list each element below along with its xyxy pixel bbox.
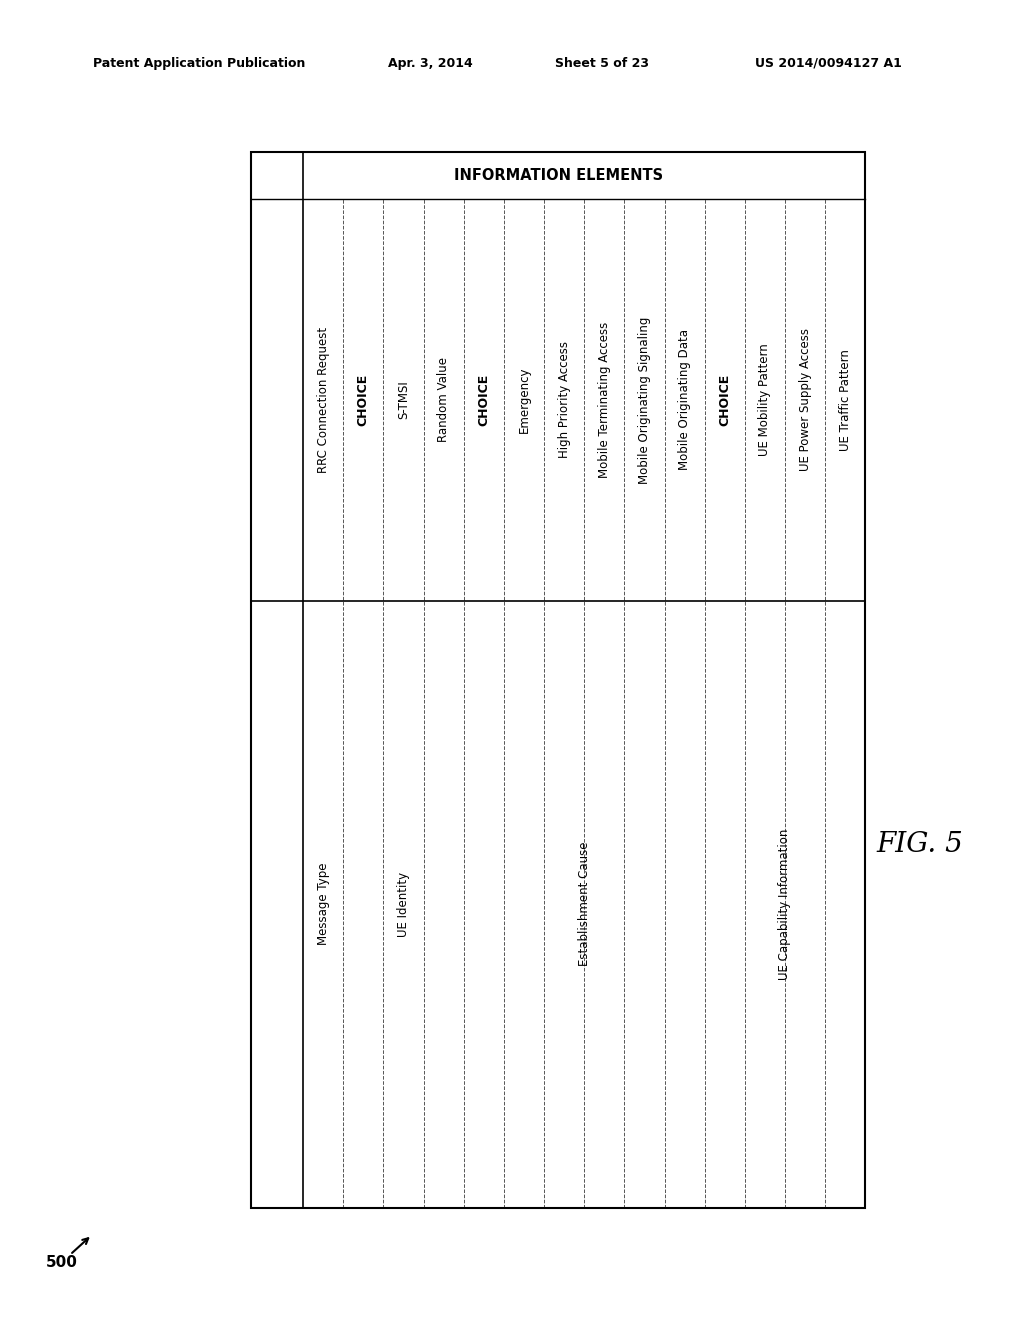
Text: Establishment Cause: Establishment Cause: [578, 842, 591, 966]
Text: CHOICE: CHOICE: [477, 374, 490, 426]
Text: UE Identity: UE Identity: [397, 871, 410, 937]
Text: Mobile Originating Data: Mobile Originating Data: [678, 330, 691, 470]
Text: Message Type: Message Type: [316, 863, 330, 945]
Text: CHOICE: CHOICE: [718, 374, 731, 426]
Text: Apr. 3, 2014: Apr. 3, 2014: [388, 57, 473, 70]
Text: INFORMATION ELEMENTS: INFORMATION ELEMENTS: [454, 168, 663, 183]
Text: UE Traffic Pattern: UE Traffic Pattern: [839, 348, 852, 451]
Text: FIG. 5: FIG. 5: [877, 830, 964, 858]
Text: UE Power Supply Access: UE Power Supply Access: [799, 329, 812, 471]
Bar: [251, 152, 865, 1208]
Text: UE Mobility Pattern: UE Mobility Pattern: [759, 343, 771, 457]
Text: Mobile Terminating Access: Mobile Terminating Access: [598, 322, 610, 478]
Text: High Priority Access: High Priority Access: [558, 342, 570, 458]
Text: CHOICE: CHOICE: [356, 374, 370, 426]
Text: RRC Connection Request: RRC Connection Request: [316, 327, 330, 473]
Text: US 2014/0094127 A1: US 2014/0094127 A1: [755, 57, 902, 70]
Text: Mobile Originating Signaling: Mobile Originating Signaling: [638, 317, 651, 483]
Text: 500: 500: [46, 1255, 78, 1270]
Text: Random Value: Random Value: [437, 358, 451, 442]
Text: S-TMSI: S-TMSI: [397, 380, 410, 420]
Text: Sheet 5 of 23: Sheet 5 of 23: [555, 57, 649, 70]
Text: Emergency: Emergency: [517, 367, 530, 433]
Text: UE Capability Information: UE Capability Information: [778, 829, 792, 979]
Text: Patent Application Publication: Patent Application Publication: [93, 57, 305, 70]
